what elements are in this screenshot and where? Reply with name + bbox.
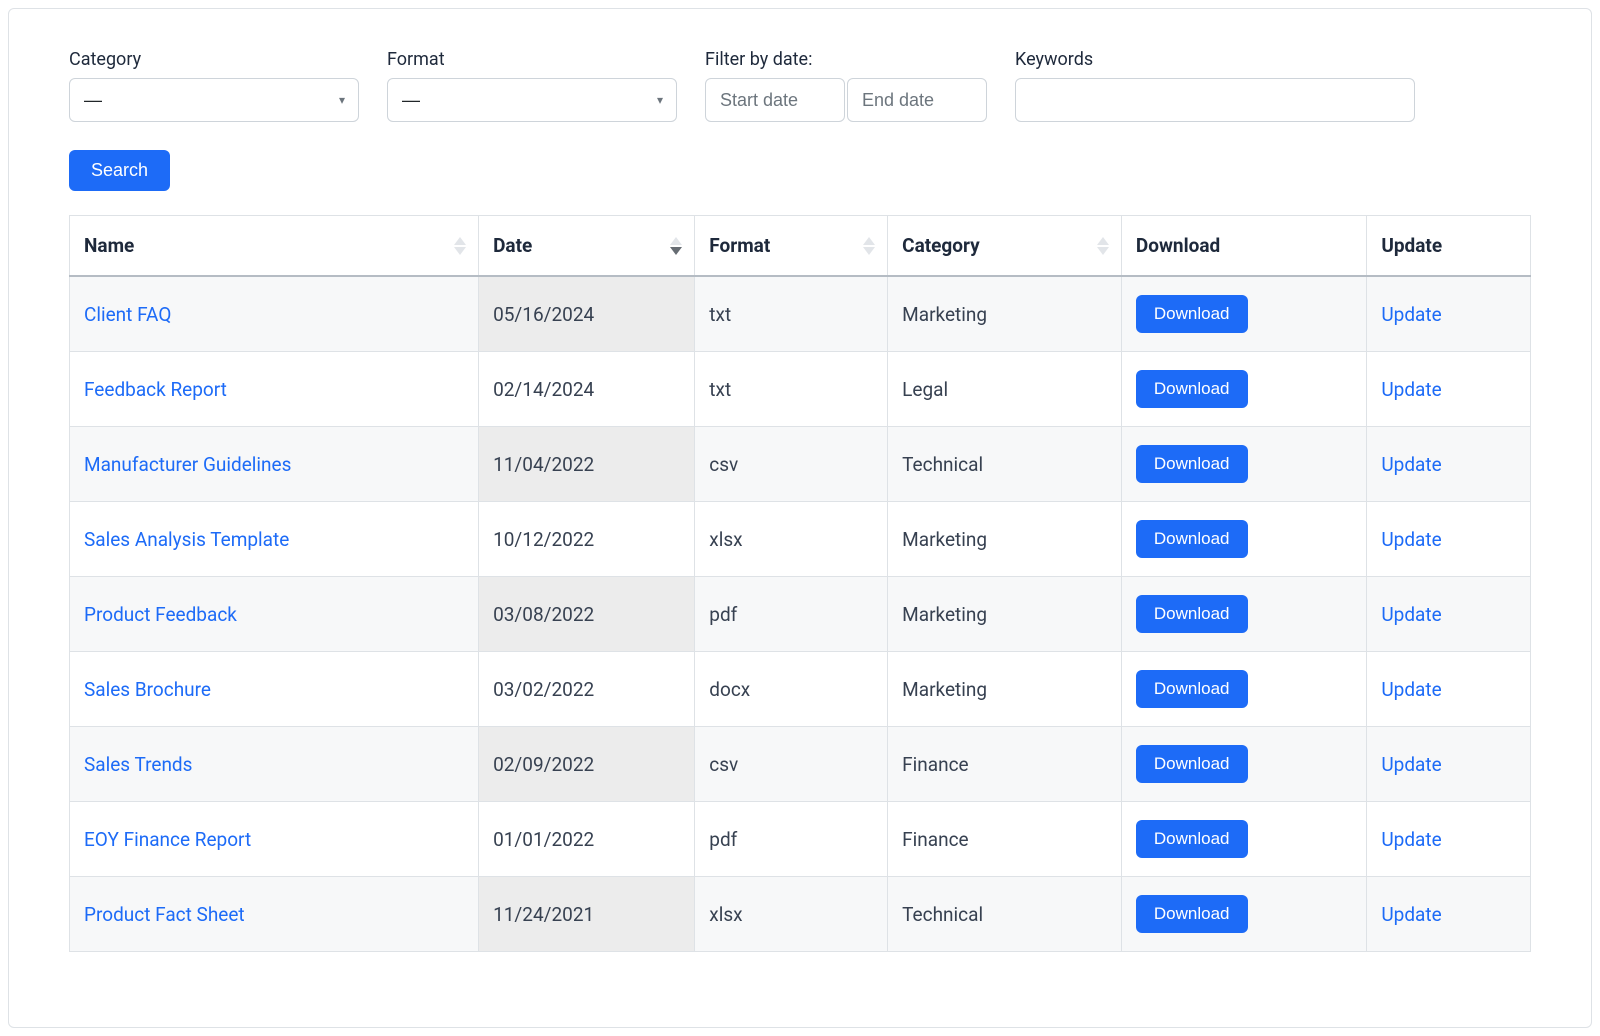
download-button[interactable]: Download <box>1136 370 1248 408</box>
update-link[interactable]: Update <box>1381 303 1441 326</box>
download-button[interactable]: Download <box>1136 895 1248 933</box>
document-category: Legal <box>888 352 1122 427</box>
format-label: Format <box>387 49 677 70</box>
table-row: Feedback Report 02/14/2024txtLegal Downloa… <box>70 352 1531 427</box>
document-name-link[interactable]: Sales Trends <box>84 753 192 776</box>
col-header-download: Download <box>1121 216 1366 277</box>
document-category: Technical <box>888 427 1122 502</box>
page-container: Category — ▾ Format — ▾ Filter by date: <box>8 8 1592 1028</box>
keywords-label: Keywords <box>1015 49 1415 70</box>
document-format: txt <box>695 276 888 352</box>
category-label: Category <box>69 49 359 70</box>
sort-icon <box>863 236 875 256</box>
col-header-category[interactable]: Category <box>888 216 1122 277</box>
update-link[interactable]: Update <box>1381 528 1441 551</box>
document-category: Finance <box>888 727 1122 802</box>
col-header-format-label: Format <box>709 234 770 257</box>
table-row: EOY Finance Report 01/01/2022pdfFinance Do… <box>70 802 1531 877</box>
document-name-link[interactable]: Product Fact Sheet <box>84 903 245 926</box>
download-button[interactable]: Download <box>1136 595 1248 633</box>
format-filter-group: Format — ▾ <box>387 49 677 122</box>
document-category: Marketing <box>888 577 1122 652</box>
document-date: 02/09/2022 <box>479 727 695 802</box>
document-format: pdf <box>695 577 888 652</box>
col-header-date[interactable]: Date <box>479 216 695 277</box>
document-name-link[interactable]: Client FAQ <box>84 303 171 326</box>
document-format: csv <box>695 727 888 802</box>
document-name-link[interactable]: Feedback Report <box>84 378 227 401</box>
update-link[interactable]: Update <box>1381 453 1441 476</box>
col-header-category-label: Category <box>902 234 980 257</box>
download-button[interactable]: Download <box>1136 520 1248 558</box>
document-format: txt <box>695 352 888 427</box>
keywords-input[interactable] <box>1015 78 1415 122</box>
search-row: Search <box>69 150 1531 191</box>
col-header-format[interactable]: Format <box>695 216 888 277</box>
download-button[interactable]: Download <box>1136 820 1248 858</box>
download-button[interactable]: Download <box>1136 745 1248 783</box>
document-name-link[interactable]: EOY Finance Report <box>84 828 251 851</box>
col-header-update: Update <box>1367 216 1531 277</box>
keywords-filter-group: Keywords <box>1015 49 1415 122</box>
document-date: 10/12/2022 <box>479 502 695 577</box>
document-format: docx <box>695 652 888 727</box>
col-header-download-label: Download <box>1136 234 1220 257</box>
date-filter-label: Filter by date: <box>705 49 987 70</box>
sort-icon <box>1097 236 1109 256</box>
col-header-update-label: Update <box>1381 234 1442 257</box>
table-row: Sales Trends 02/09/2022csvFinance Download… <box>70 727 1531 802</box>
format-select[interactable]: — <box>387 78 677 122</box>
sort-icon <box>670 236 682 256</box>
category-filter-group: Category — ▾ <box>69 49 359 122</box>
update-link[interactable]: Update <box>1381 753 1441 776</box>
document-name-link[interactable]: Sales Analysis Template <box>84 528 289 551</box>
table-row: Sales Brochure 03/02/2022docxMarketing Dow… <box>70 652 1531 727</box>
col-header-name-label: Name <box>84 234 134 257</box>
document-category: Marketing <box>888 652 1122 727</box>
col-header-date-label: Date <box>493 234 532 257</box>
document-date: 03/08/2022 <box>479 577 695 652</box>
search-button[interactable]: Search <box>69 150 170 191</box>
document-format: xlsx <box>695 877 888 952</box>
update-link[interactable]: Update <box>1381 378 1441 401</box>
document-date: 03/02/2022 <box>479 652 695 727</box>
document-date: 11/24/2021 <box>479 877 695 952</box>
document-name-link[interactable]: Manufacturer Guidelines <box>84 453 291 476</box>
table-row: Client FAQ 05/16/2024txtMarketing Download… <box>70 276 1531 352</box>
update-link[interactable]: Update <box>1381 678 1441 701</box>
document-category: Marketing <box>888 502 1122 577</box>
sort-icon <box>454 236 466 256</box>
document-name-link[interactable]: Sales Brochure <box>84 678 211 701</box>
category-select[interactable]: — <box>69 78 359 122</box>
start-date-input[interactable] <box>705 78 845 122</box>
update-link[interactable]: Update <box>1381 828 1441 851</box>
download-button[interactable]: Download <box>1136 295 1248 333</box>
document-date: 11/04/2022 <box>479 427 695 502</box>
update-link[interactable]: Update <box>1381 903 1441 926</box>
table-row: Product Feedback 03/08/2022pdfMarketing Do… <box>70 577 1531 652</box>
date-filter-group: Filter by date: <box>705 49 987 122</box>
documents-table: Name Date Format <box>69 215 1531 952</box>
document-format: csv <box>695 427 888 502</box>
document-format: pdf <box>695 802 888 877</box>
end-date-input[interactable] <box>847 78 987 122</box>
download-button[interactable]: Download <box>1136 445 1248 483</box>
document-category: Finance <box>888 802 1122 877</box>
table-row: Product Fact Sheet 11/24/2021xlsxTechnica… <box>70 877 1531 952</box>
document-format: xlsx <box>695 502 888 577</box>
table-header-row: Name Date Format <box>70 216 1531 277</box>
document-date: 02/14/2024 <box>479 352 695 427</box>
update-link[interactable]: Update <box>1381 603 1441 626</box>
document-date: 01/01/2022 <box>479 802 695 877</box>
col-header-name[interactable]: Name <box>70 216 479 277</box>
document-category: Marketing <box>888 276 1122 352</box>
table-row: Manufacturer Guidelines 11/04/2022csvTech… <box>70 427 1531 502</box>
document-category: Technical <box>888 877 1122 952</box>
download-button[interactable]: Download <box>1136 670 1248 708</box>
document-date: 05/16/2024 <box>479 276 695 352</box>
filter-bar: Category — ▾ Format — ▾ Filter by date: <box>69 49 1531 122</box>
document-name-link[interactable]: Product Feedback <box>84 603 237 626</box>
table-row: Sales Analysis Template 10/12/2022xlsxMar… <box>70 502 1531 577</box>
